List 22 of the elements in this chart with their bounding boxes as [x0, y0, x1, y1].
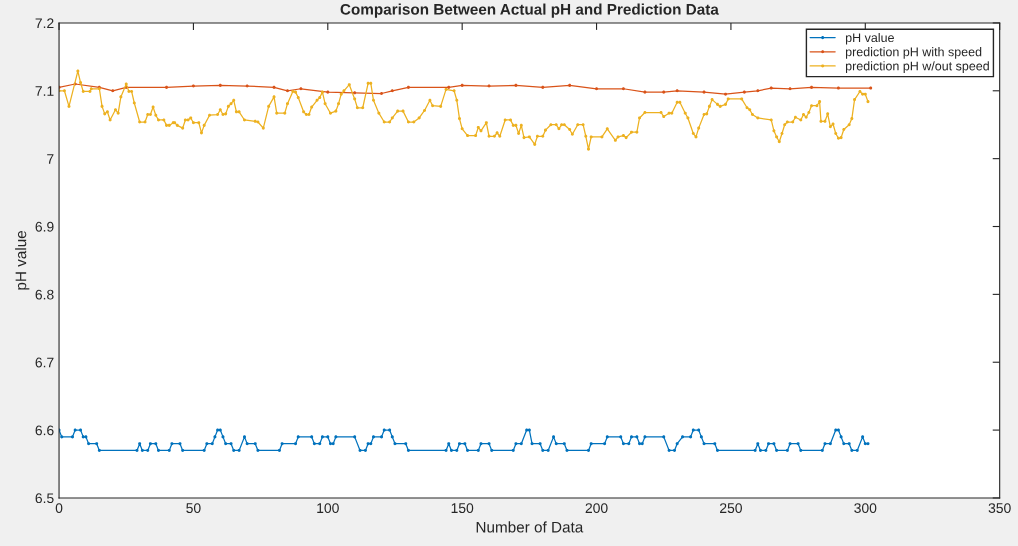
x-tick-label: 200 — [585, 503, 608, 514]
x-tick-label: 300 — [854, 503, 877, 514]
y-tick-label: 6.7 — [35, 357, 54, 368]
y-tick-label: 7 — [47, 154, 54, 164]
x-tick-label: 250 — [720, 503, 742, 514]
legend-label: prediction pH with speed — [845, 47, 982, 59]
legend-label: prediction pH w/out speed — [845, 61, 989, 73]
x-tick-label: 150 — [451, 503, 474, 514]
x-tick-label: 350 — [988, 503, 1011, 514]
legend-label: pH value — [845, 32, 894, 45]
chart-title: Comparison Between Actual pH and Prediction Data — [340, 3, 719, 18]
y-tick-label: 6.9 — [35, 221, 54, 232]
y-tick-label: 7.2 — [35, 18, 54, 28]
y-axis-title: pH value — [15, 230, 30, 290]
y-tick-label: 6.8 — [35, 289, 54, 300]
x-tick-label: 0 — [55, 503, 63, 514]
x-tick-label: 50 — [186, 503, 201, 514]
y-tick-label: 6.6 — [35, 425, 54, 436]
y-tick-label: 7.1 — [35, 86, 54, 96]
y-tick-label: 6.5 — [35, 493, 54, 504]
x-axis-title: Number of Data — [476, 521, 584, 533]
x-tick-label: 100 — [317, 503, 339, 514]
